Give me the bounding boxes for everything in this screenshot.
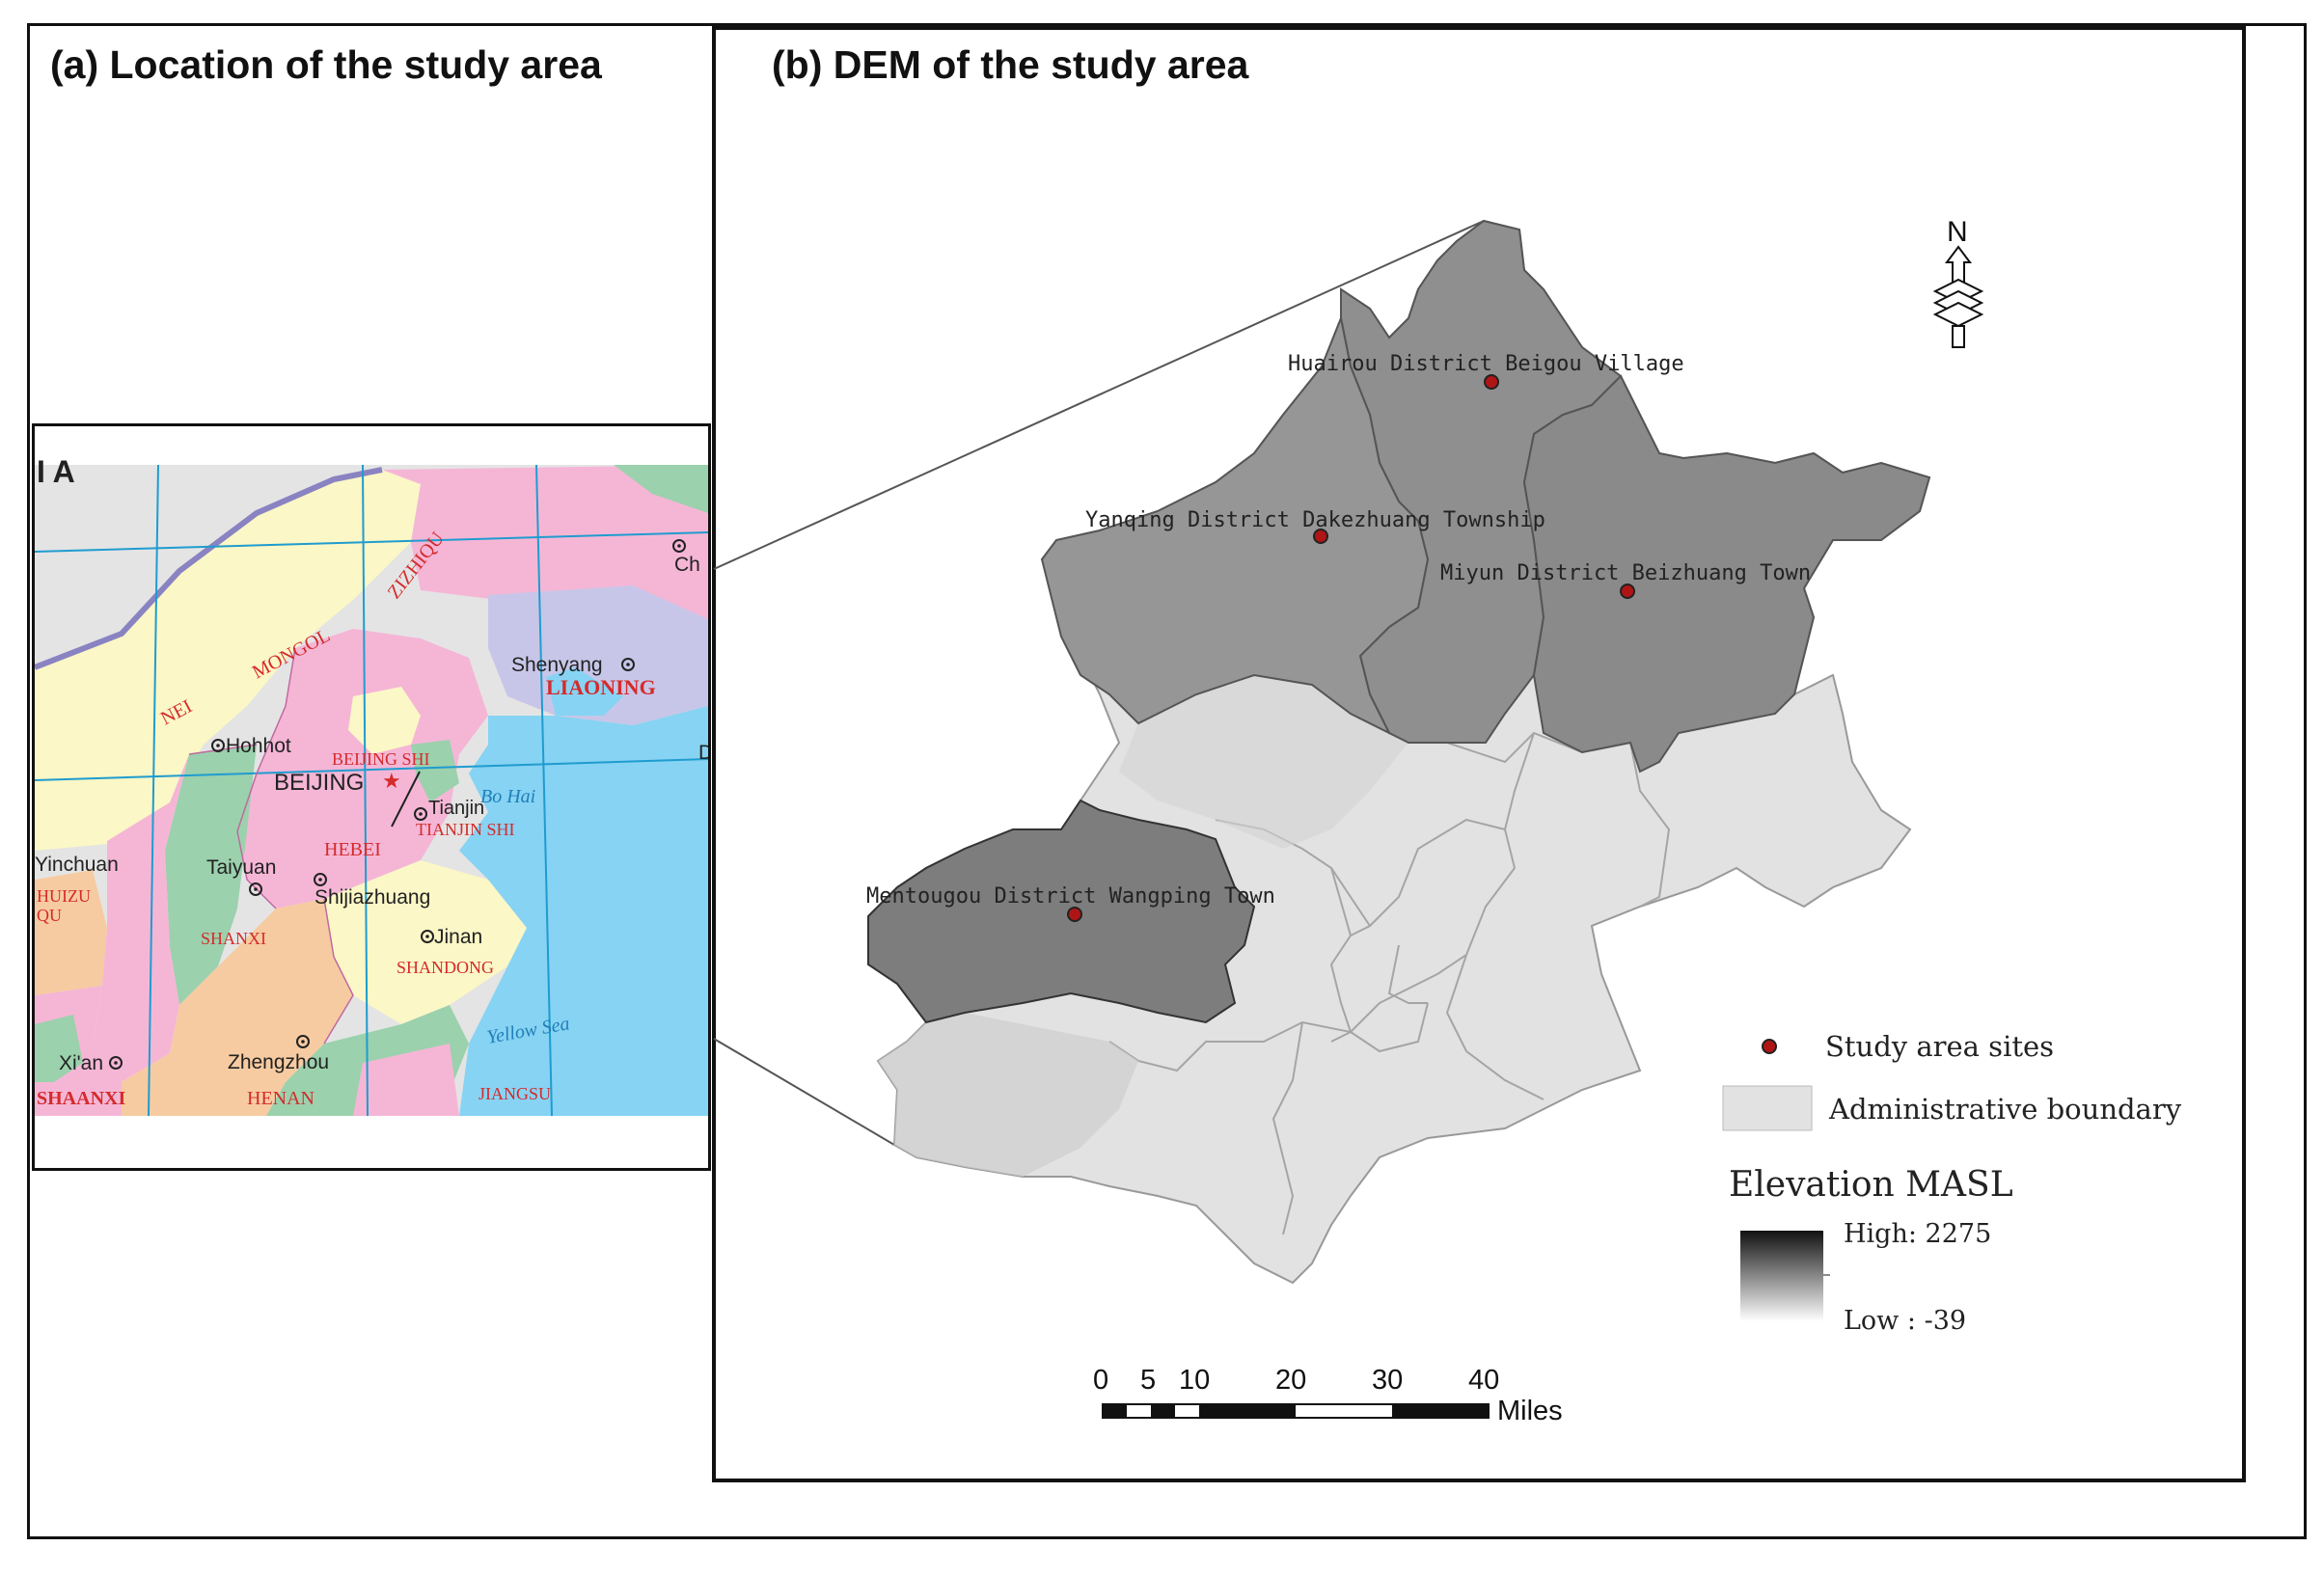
label-ch: Ch (674, 554, 700, 576)
legend-high: High: 2275 (1844, 1219, 1991, 1249)
label-hebei: HEBEI (324, 839, 381, 860)
label-tianjin: Tianjin (428, 798, 484, 819)
label-huizu: HUIZU (37, 886, 91, 906)
site-marker (1067, 907, 1082, 922)
district-yanqing (1040, 314, 1430, 736)
site-marker (1620, 583, 1635, 599)
label-henan: HENAN (247, 1088, 314, 1109)
scale-tick-10: 10 (1179, 1365, 1210, 1396)
label-tianjin-shi: TIANJIN SHI (416, 820, 515, 839)
label-shaanxi: SHAANXI (37, 1088, 125, 1109)
label-hohhot: Hohhot (226, 735, 291, 757)
legend-high-label: High: (1844, 1219, 1917, 1249)
legend-boundary-label: Administrative boundary (1829, 1093, 2182, 1126)
legend-low-value: -39 (1924, 1306, 1967, 1336)
label-shijiazhuang: Shijiazhuang (314, 886, 430, 909)
site-label-miyun: Miyun District Beizhuang Town (1440, 561, 1811, 585)
legend-sites-label: Study area sites (1825, 1030, 2055, 1063)
site-marker (1313, 529, 1328, 544)
label-jinan: Jinan (434, 926, 482, 948)
legend-low-label: Low : (1844, 1306, 1916, 1336)
north-label: N (1947, 216, 1968, 248)
label-taiyuan: Taiyuan (206, 856, 276, 879)
label-yinchuan: Yinchuan (35, 854, 119, 876)
site-markers (1067, 374, 1635, 922)
scale-tick-0: 0 (1093, 1365, 1108, 1396)
label-xian: Xi'an (59, 1052, 103, 1074)
location-inset-map: I A NEI MONGOL ZIZHIQU LIAONING Shenyang… (32, 423, 711, 1171)
district-miyun (1522, 374, 1931, 773)
location-map-svg: I A NEI MONGOL ZIZHIQU LIAONING Shenyang… (35, 426, 708, 1168)
district-mentougou (867, 799, 1256, 1024)
dem-panel (712, 26, 2246, 1482)
scale-unit: Miles (1497, 1396, 1563, 1426)
legend-elevation-title: Elevation MASL (1729, 1165, 2013, 1205)
label-liaoning: LIAONING (546, 675, 656, 699)
label-jiangsu: JIANGSU (478, 1084, 551, 1103)
label-bo-hai: Bo Hai (480, 786, 535, 807)
legend-boundary-swatch (1722, 1085, 1813, 1131)
label-zhengzhou: Zhengzhou (228, 1051, 329, 1073)
connector-line-bottom (713, 1038, 895, 1146)
scale-tick-40: 40 (1468, 1365, 1499, 1396)
site-marker (1484, 374, 1499, 390)
label-top-partial: I A (37, 454, 75, 489)
label-beijing: BEIJING (274, 770, 364, 796)
site-label-yanqing: Yanqing District Dakezhuang Township (1085, 508, 1545, 532)
connector-line-top (713, 220, 1485, 570)
label-shandong: SHANDONG (396, 958, 494, 977)
legend-site-icon (1762, 1039, 1777, 1054)
site-label-huairou: Huairou District Beigou Village (1288, 352, 1684, 376)
label-shenyang: Shenyang (511, 654, 603, 676)
scale-tick-30: 30 (1372, 1365, 1403, 1396)
legend-elevation-ramp (1740, 1231, 1823, 1321)
panel-a-title: (a) Location of the study area (50, 42, 602, 87)
label-d-partial: D (698, 742, 708, 764)
site-label-mentougou: Mentougou District Wangping Town (866, 884, 1275, 909)
legend-low: Low : -39 (1844, 1306, 1966, 1336)
label-qu: QU (37, 906, 62, 925)
label-beijing-shi: BEIJING SHI (332, 749, 430, 769)
map-content (35, 464, 708, 1168)
legend (1722, 1039, 1830, 1321)
beijing-star-icon: ★ (382, 769, 401, 793)
panel-b-title: (b) DEM of the study area (772, 42, 1249, 87)
north-arrow-icon: N (1932, 216, 1984, 348)
scale-bar: 0 5 10 20 30 40 Miles (1093, 1365, 1563, 1426)
label-shanxi: SHANXI (201, 929, 266, 948)
scale-tick-5: 5 (1140, 1365, 1156, 1396)
legend-high-value: 2275 (1925, 1219, 1992, 1249)
scale-tick-20: 20 (1275, 1365, 1306, 1396)
